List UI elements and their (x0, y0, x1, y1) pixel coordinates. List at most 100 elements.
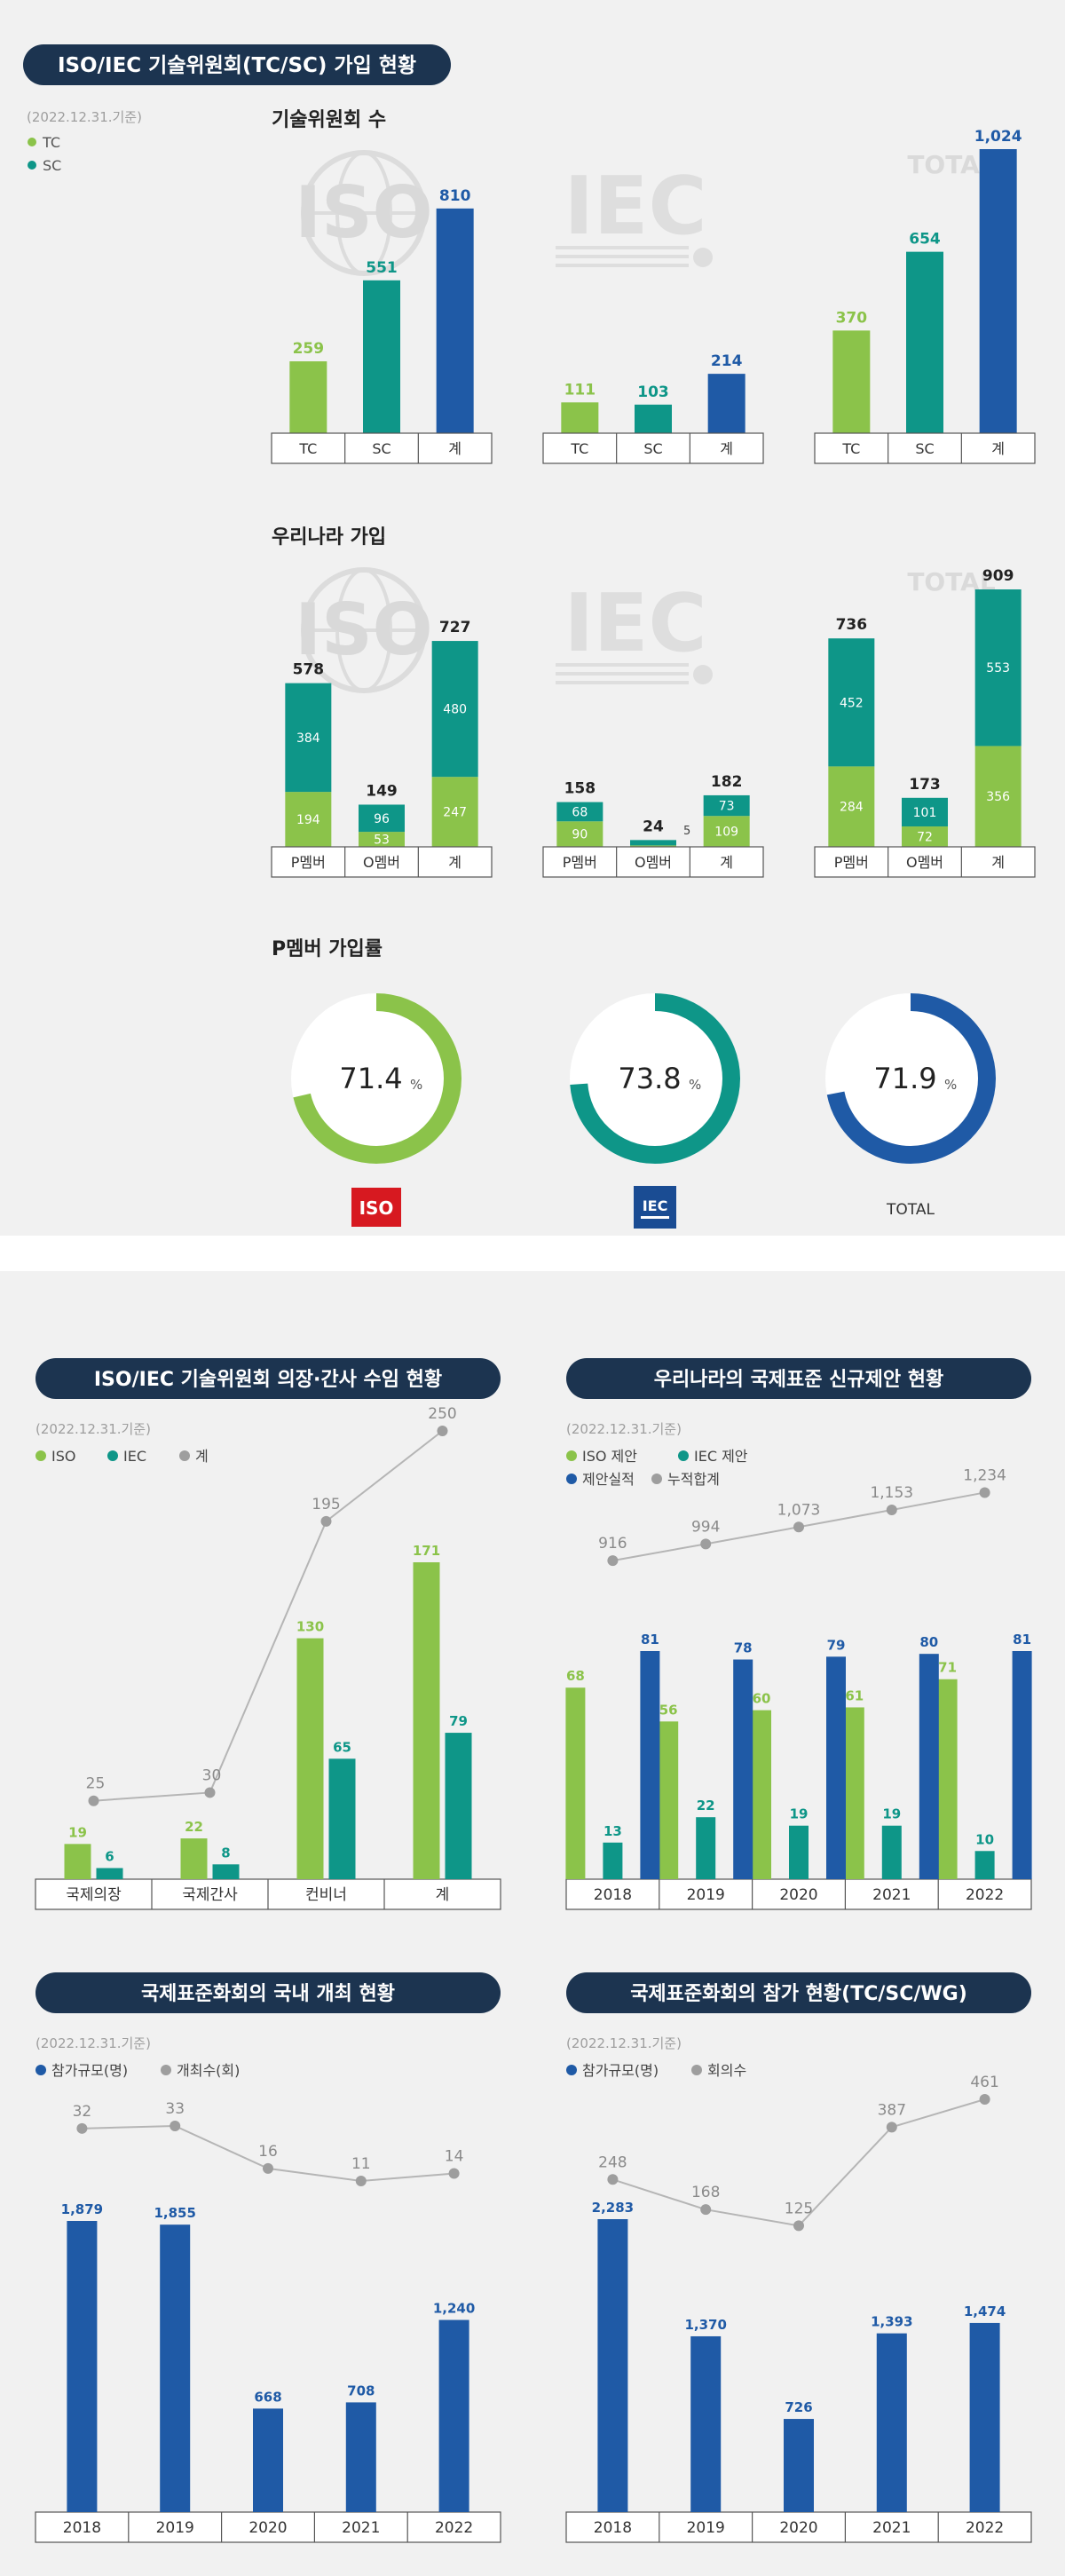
line-label: 1,153 (870, 1484, 913, 1502)
iec-logo (634, 1186, 676, 1229)
category-label: 2021 (872, 2519, 911, 2537)
data-label-sc: 553 (986, 661, 1010, 676)
data-label: 79 (449, 1713, 468, 1729)
data-label: 259 (293, 340, 325, 358)
data-label-sc: 73 (719, 800, 735, 814)
ring-arc (291, 993, 462, 1164)
legend-label: 개최수(회) (177, 2062, 240, 2079)
bar-tc (359, 832, 405, 847)
data-label-sc: 452 (840, 696, 864, 710)
data-label: 65 (333, 1739, 351, 1755)
ring-unit: % (410, 1077, 422, 1093)
category-label: 2022 (966, 1886, 1004, 1904)
panel-2: 우리나라의 국제표준 신규제안 현황 (2022.12.31.기준) ISO 제안 I… (565, 1358, 1032, 1910)
data-label-tc: 5 (683, 825, 690, 838)
data-label: 22 (697, 1798, 715, 1813)
bar (345, 2402, 376, 2512)
legend-swatch (36, 1450, 46, 1461)
data-label-tc: 90 (572, 828, 588, 842)
watermark-iso-text: ISO (295, 171, 432, 254)
category-label: TC (298, 440, 317, 457)
bar (438, 2319, 469, 2512)
category-label: 2021 (872, 1886, 911, 1904)
p-rate-ring: 71.9 % TOTAL (825, 993, 996, 1219)
watermark-iec-text: IEC (564, 577, 706, 670)
legend-swatch (566, 1450, 577, 1461)
watermark-iso-text: ISO (295, 589, 432, 671)
ring-arc (825, 993, 996, 1164)
data-label-tc: 194 (296, 813, 320, 827)
legend-sc-swatch (28, 161, 36, 170)
bar (690, 2335, 722, 2512)
bar-tc (556, 821, 604, 847)
bar (253, 2408, 283, 2512)
bar (64, 1844, 91, 1879)
category-label: SC (915, 440, 934, 457)
bar-sc (703, 794, 750, 817)
bar (328, 1758, 356, 1879)
data-label: 68 (566, 1668, 585, 1684)
data-label: 22 (185, 1819, 203, 1835)
data-label: 71 (938, 1660, 957, 1676)
bar-sc (630, 840, 676, 846)
line-label: 30 (202, 1766, 222, 1784)
data-label-tc: 109 (714, 826, 738, 840)
category-box (814, 846, 1036, 878)
data-label: 80 (919, 1634, 938, 1650)
data-label: 668 (254, 2389, 281, 2405)
total-label: 149 (366, 782, 398, 800)
bar (180, 1838, 208, 1879)
line-point (437, 1426, 448, 1436)
data-label: 130 (296, 1619, 324, 1635)
panel-title-pill (36, 1972, 501, 2013)
category-label: O멤버 (363, 854, 400, 871)
p-rate-ring: 73.8 % IEC (570, 993, 740, 1229)
data-label: 13 (604, 1823, 622, 1839)
iec-logo-line (641, 1216, 669, 1219)
line-point (204, 1787, 216, 1798)
bar-tc (285, 792, 332, 847)
line-label: 25 (86, 1775, 106, 1793)
legend-label: IEC 제안 (694, 1448, 748, 1465)
category-box (814, 432, 1036, 464)
panel-1: ISO/IEC 기술위원회 의장·간사 수임 현황 (2022.12.31.기준)… (35, 1358, 501, 1910)
line-label: 1,234 (963, 1466, 1006, 1484)
bar (696, 1817, 716, 1879)
data-label-sc: 101 (913, 806, 937, 820)
line-label: 11 (351, 2155, 371, 2173)
line-point (979, 2094, 990, 2105)
panel-date: (2022.12.31.기준) (36, 1421, 151, 1437)
category-label: P멤버 (291, 854, 326, 871)
bar (436, 208, 474, 433)
legend-swatch (691, 2065, 702, 2075)
line-label: 916 (598, 1535, 627, 1553)
category-label: 계 (720, 440, 733, 457)
category-label: 2021 (342, 2519, 380, 2537)
bar (919, 1654, 939, 1879)
bar (876, 2333, 907, 2512)
legend-label: 참가규모(명) (582, 2062, 659, 2079)
data-label: 1,855 (154, 2205, 195, 2221)
line-point (607, 2174, 619, 2185)
bar-sc (431, 641, 478, 778)
bar (640, 1651, 660, 1879)
bar-tc (974, 746, 1022, 847)
bar (979, 149, 1017, 433)
line-point (88, 1795, 99, 1806)
category-box (542, 432, 764, 464)
category-label: 계 (991, 440, 1005, 457)
bar (413, 1562, 440, 1879)
category-label: 2022 (966, 2519, 1004, 2537)
category-box (565, 1878, 1032, 1910)
watermark-iec-line (556, 672, 689, 676)
bar (881, 1825, 902, 1879)
category-label: TC (841, 440, 860, 457)
bar (789, 1825, 809, 1879)
watermark-iec-dot (693, 248, 713, 267)
bar (635, 404, 672, 433)
data-label: 56 (659, 1702, 678, 1718)
data-label: 103 (637, 383, 669, 401)
bar-tc (828, 766, 875, 847)
category-label: 2020 (779, 2519, 817, 2537)
